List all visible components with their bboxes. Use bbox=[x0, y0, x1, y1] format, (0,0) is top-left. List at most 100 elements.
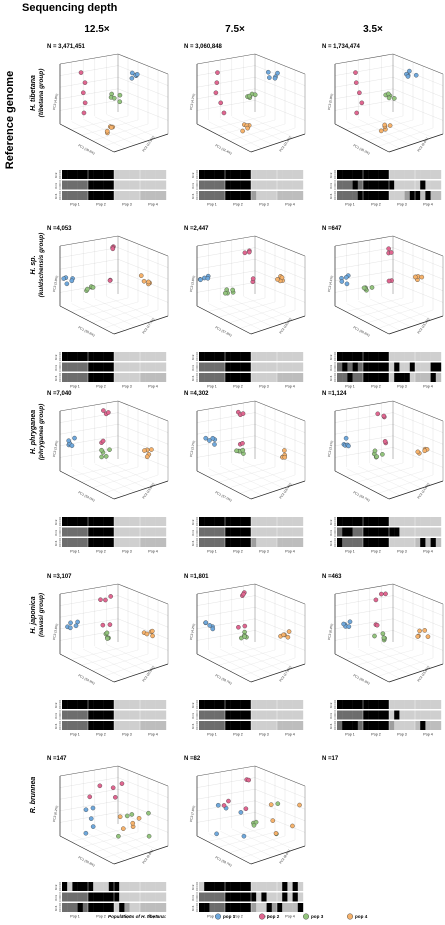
pca-point bbox=[214, 831, 219, 837]
pca-point bbox=[61, 276, 66, 281]
admixture-bar bbox=[103, 191, 109, 200]
admixture-bar bbox=[415, 538, 421, 547]
admixture-bar bbox=[282, 710, 288, 720]
pca-point bbox=[226, 798, 231, 804]
admixture-bar bbox=[199, 527, 205, 537]
admixture-bar bbox=[77, 352, 83, 361]
pop-label: Pop 4 bbox=[423, 550, 432, 554]
figure-title: Sequencing depth bbox=[22, 2, 118, 14]
admixture-bar bbox=[404, 191, 410, 200]
axis-line bbox=[392, 412, 444, 433]
admixture-bar bbox=[337, 170, 343, 179]
axis-line bbox=[254, 100, 306, 121]
admixture-bar bbox=[347, 362, 353, 372]
admixture-bar bbox=[378, 191, 384, 200]
admixture-bar bbox=[235, 517, 241, 526]
admixture-bar bbox=[256, 903, 262, 912]
admixture-bar bbox=[342, 710, 348, 720]
admixture-bar bbox=[67, 352, 73, 361]
pop-label: Pop 2 bbox=[371, 203, 380, 207]
row-title: H. sp. (kuldschensis group) bbox=[30, 233, 45, 298]
pca-point bbox=[117, 99, 123, 105]
pca-point bbox=[386, 95, 392, 101]
admixture-bar bbox=[347, 527, 353, 537]
pca-point bbox=[81, 90, 86, 96]
admixture-bar bbox=[389, 721, 395, 730]
admixture-bar bbox=[77, 191, 83, 200]
pca-point bbox=[344, 281, 350, 287]
admixture-bar bbox=[282, 517, 288, 526]
axis-line bbox=[70, 827, 129, 842]
pca-point bbox=[373, 597, 379, 603]
admixture-bar bbox=[225, 700, 231, 709]
pca-panel: N =647 PC1 (60.6%) PC2 (15.2%) PC3 (4.1%) K=… bbox=[322, 226, 444, 389]
admixture-bar bbox=[214, 362, 220, 372]
admixture-bar bbox=[140, 527, 146, 537]
admixture-bar bbox=[219, 170, 226, 179]
axis-line bbox=[59, 247, 119, 258]
admixture-bar bbox=[378, 170, 384, 179]
admixture-bar bbox=[88, 180, 94, 190]
admixture-bar bbox=[261, 180, 267, 190]
admixture-bar bbox=[292, 710, 298, 720]
axis-line bbox=[378, 474, 434, 494]
admixture-bar bbox=[378, 373, 384, 382]
admixture-bar bbox=[394, 373, 400, 382]
pca-point bbox=[106, 410, 111, 415]
admixture-bar bbox=[124, 170, 130, 179]
admixture-bar bbox=[271, 180, 278, 190]
admixture-bar bbox=[425, 362, 431, 372]
axis-line bbox=[240, 657, 296, 677]
admixture-bar bbox=[230, 527, 236, 537]
admixture-bar bbox=[251, 180, 257, 190]
axis-line bbox=[231, 828, 284, 854]
admixture-bar bbox=[266, 352, 272, 361]
admixture-bar bbox=[373, 373, 379, 382]
pca-point bbox=[107, 278, 113, 283]
admixture-bar bbox=[435, 352, 442, 361]
admixture-bar bbox=[435, 362, 442, 372]
axis-line bbox=[381, 114, 433, 138]
axis-line bbox=[250, 315, 306, 335]
admixture-bar bbox=[420, 538, 426, 547]
axis-line bbox=[59, 88, 119, 99]
pca-point bbox=[347, 619, 353, 625]
admixture-bar bbox=[235, 882, 241, 891]
pca-point bbox=[142, 448, 147, 453]
admixture-bar bbox=[225, 517, 231, 526]
k-label: K=3 bbox=[54, 713, 58, 719]
pca-point bbox=[346, 624, 352, 629]
admixture-bar bbox=[160, 362, 167, 372]
admixture-bar bbox=[378, 527, 384, 537]
axis-line bbox=[220, 466, 273, 492]
admixture-bar bbox=[209, 892, 215, 902]
admixture-bar bbox=[357, 710, 364, 720]
admixture-bar bbox=[114, 362, 120, 372]
admixture-bar bbox=[240, 721, 246, 730]
admixture-bar bbox=[214, 373, 220, 382]
axis-line bbox=[59, 400, 119, 412]
pca-point bbox=[207, 438, 212, 443]
admixture-bar bbox=[383, 721, 390, 730]
admixture-bar bbox=[277, 700, 283, 709]
admixture-bar bbox=[134, 721, 141, 730]
pca-point bbox=[100, 438, 106, 444]
admixture-bar bbox=[292, 352, 298, 361]
axis-line bbox=[381, 461, 433, 485]
admixture-bar bbox=[394, 710, 400, 720]
admixture-bar bbox=[199, 892, 205, 902]
pca-point bbox=[85, 286, 90, 292]
axis-line bbox=[254, 77, 306, 98]
admixture-bar bbox=[287, 700, 293, 709]
axis-line bbox=[59, 424, 119, 435]
admixture-bar bbox=[277, 710, 283, 720]
snp-count-label: N =3,107 bbox=[47, 574, 72, 580]
axis-line bbox=[207, 645, 266, 660]
admixture-bar bbox=[160, 538, 167, 547]
admixture-bar bbox=[67, 538, 73, 547]
admixture-bar bbox=[430, 710, 436, 720]
pop-label: Pop 3 bbox=[397, 733, 406, 737]
axis-line bbox=[392, 583, 444, 605]
admixture-bar bbox=[282, 903, 288, 912]
admixture-bar bbox=[88, 527, 94, 537]
